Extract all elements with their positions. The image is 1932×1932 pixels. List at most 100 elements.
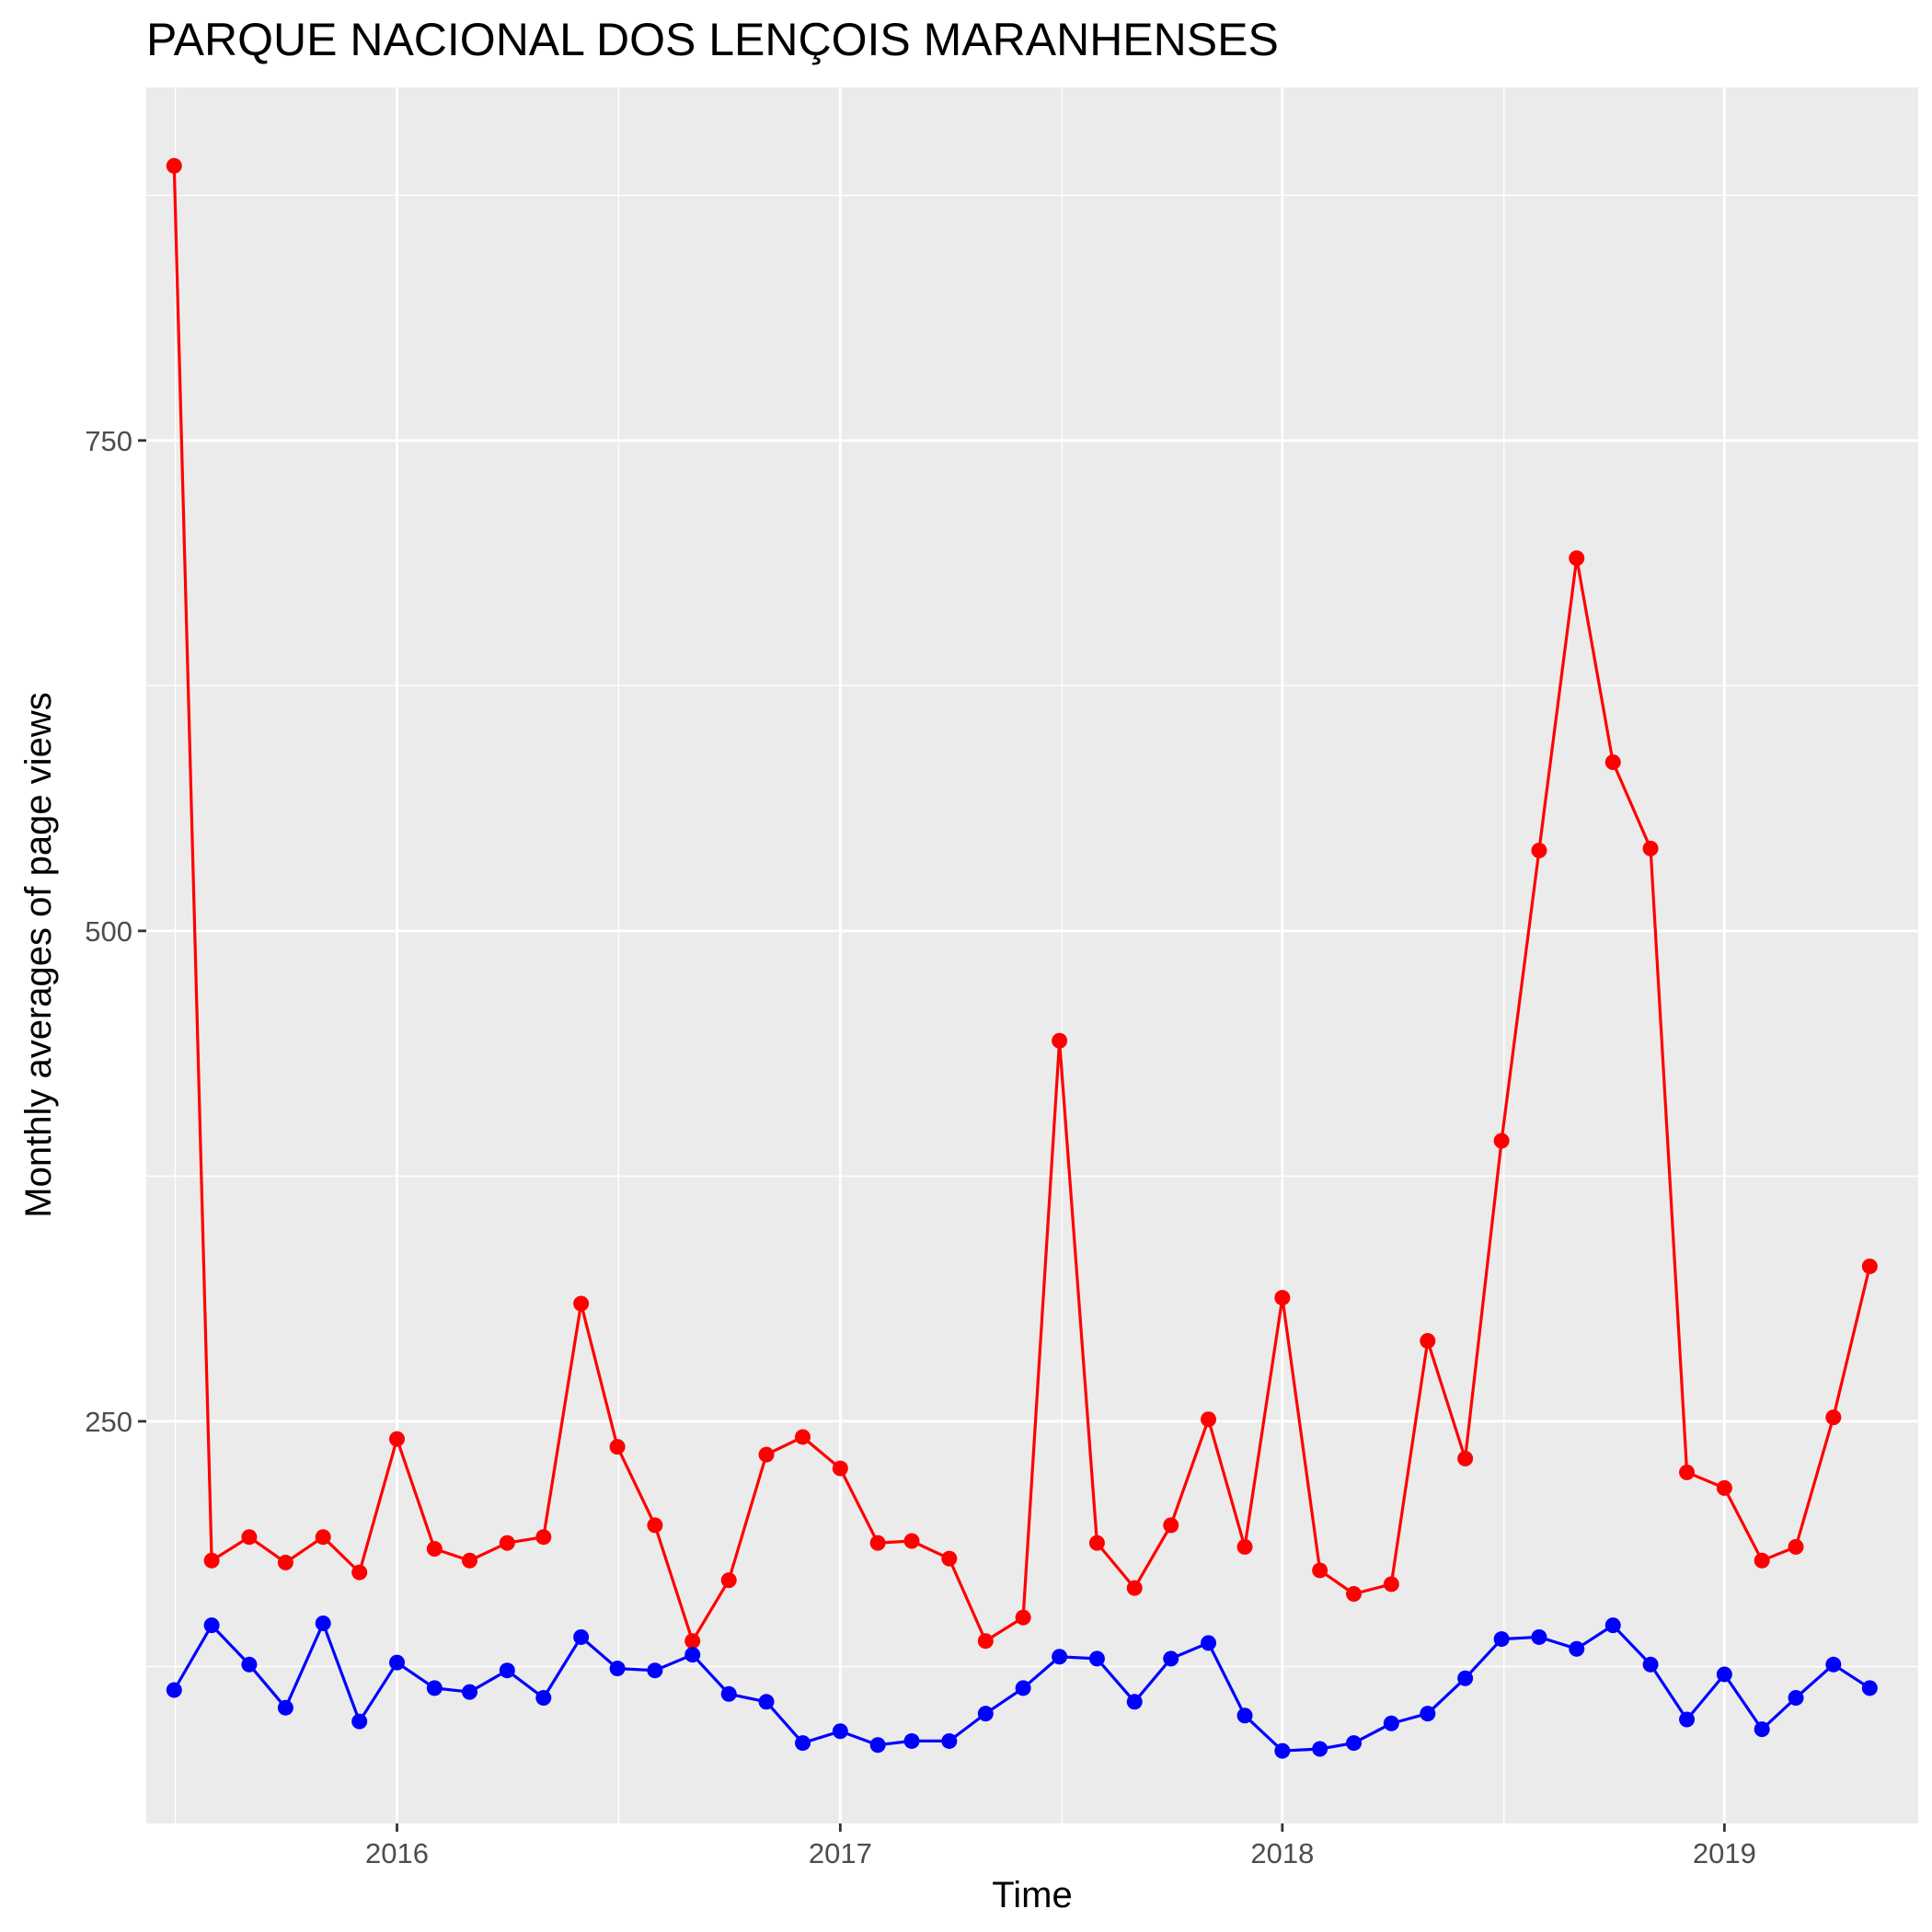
series-1-point: [1088, 1535, 1105, 1551]
series-1-point: [684, 1633, 701, 1650]
x-tick-label: 2019: [1693, 1837, 1756, 1869]
series-2-point: [166, 1682, 182, 1698]
major-gridlines: [146, 87, 1918, 1823]
series-2-point: [795, 1735, 811, 1752]
series-2-point: [499, 1662, 515, 1679]
y-tick-label: 500: [85, 915, 132, 948]
series-2-point: [1274, 1742, 1291, 1759]
series-2-point: [1861, 1680, 1878, 1696]
series-2-point: [426, 1680, 443, 1696]
x-tick-label: 2016: [365, 1837, 429, 1869]
series-1-point: [1493, 1133, 1510, 1149]
series-2-point: [535, 1690, 552, 1707]
series-2-point: [1531, 1628, 1547, 1645]
series-1-point: [941, 1550, 958, 1567]
series-1-point: [903, 1533, 920, 1549]
series-2-point: [977, 1706, 994, 1722]
series-1-point: [1383, 1576, 1399, 1593]
series-1-point: [609, 1439, 626, 1455]
y-tick-label: 750: [85, 425, 132, 457]
series-1-point: [1716, 1479, 1732, 1496]
series-2-point: [461, 1684, 477, 1700]
series-2-point: [720, 1685, 737, 1702]
series-2-point: [277, 1699, 293, 1716]
series-2-point: [1201, 1635, 1217, 1651]
series-1-point: [1531, 842, 1547, 858]
series-1-point: [1569, 550, 1585, 567]
series-2-point: [1788, 1690, 1804, 1707]
series-1-point: [1201, 1411, 1217, 1428]
series-2-point: [609, 1661, 626, 1677]
series-1-point: [1825, 1409, 1842, 1426]
series-1-point: [535, 1529, 552, 1546]
series-1-point: [351, 1564, 368, 1581]
series-2-point: [203, 1617, 220, 1634]
series-1-point: [1861, 1258, 1878, 1274]
series-1-point: [426, 1540, 443, 1557]
series-2-point: [1679, 1711, 1696, 1728]
minor-gridlines: [146, 87, 1918, 1823]
series-2-point: [647, 1662, 663, 1679]
series-2-point: [241, 1656, 258, 1673]
series-1-point: [1642, 840, 1659, 857]
series-1-point: [166, 157, 182, 174]
series-2-point: [903, 1732, 920, 1749]
series-2-point: [1716, 1666, 1732, 1683]
series-2-point: [1312, 1741, 1328, 1757]
series-2-point: [1569, 1640, 1585, 1657]
series-1-point: [277, 1554, 293, 1570]
series-2-point: [1604, 1617, 1621, 1634]
series-1-point: [1420, 1332, 1436, 1349]
series-1-point: [1604, 753, 1621, 770]
series-1-point: [1015, 1609, 1031, 1626]
series-2-point: [1088, 1650, 1105, 1667]
series-1-point: [1312, 1562, 1328, 1579]
series-1-point: [499, 1535, 515, 1551]
axis-layer: 2016 2017 2018 2019 250 500 750: [85, 425, 1756, 1869]
series-1-point: [1052, 1032, 1068, 1049]
series-2-point: [389, 1654, 406, 1671]
series-2-point: [1015, 1680, 1031, 1696]
series-1-point: [795, 1429, 811, 1445]
x-axis-title: Time: [992, 1875, 1072, 1915]
series-1-point: [977, 1633, 994, 1650]
series-1-point: [832, 1460, 848, 1477]
series-2-point: [1825, 1656, 1842, 1673]
series-2-point: [1052, 1649, 1068, 1665]
series-1-point: [1457, 1450, 1474, 1466]
series-1-point: [241, 1529, 258, 1546]
x-tick-label: 2018: [1250, 1837, 1314, 1869]
series-2-point: [1642, 1656, 1659, 1673]
series-1-point: [315, 1529, 331, 1546]
series-1-point: [1346, 1586, 1363, 1603]
y-axis-title: Monthly averages of page views: [18, 692, 59, 1217]
series-2-point: [1420, 1706, 1436, 1722]
series-2-point: [1457, 1670, 1474, 1686]
series-2-point: [573, 1628, 590, 1645]
series-1-point: [1126, 1580, 1143, 1596]
series-layer: [166, 157, 1878, 1759]
series-1-point: [1163, 1517, 1179, 1534]
series-2-point: [315, 1616, 331, 1632]
series-2-point: [1493, 1631, 1510, 1648]
series-1-point: [869, 1535, 886, 1551]
series-1-point: [1274, 1290, 1291, 1306]
series-1-point: [573, 1295, 590, 1312]
series-2-point: [1163, 1650, 1179, 1667]
series-2-point: [1126, 1694, 1143, 1710]
series-2-point: [684, 1647, 701, 1663]
series-2-point: [1754, 1721, 1770, 1738]
plot-background: [146, 87, 1918, 1823]
series-1-point: [1236, 1538, 1253, 1555]
series-1-point: [1679, 1464, 1696, 1480]
series-1-point: [461, 1552, 477, 1569]
series-2-point: [941, 1732, 958, 1749]
series-2-point: [1383, 1715, 1399, 1731]
series-1-point: [758, 1446, 775, 1463]
series-2-point: [869, 1737, 886, 1754]
series-1-point: [720, 1572, 737, 1589]
series-1-point: [389, 1431, 406, 1447]
series-1-point: [1788, 1538, 1804, 1555]
